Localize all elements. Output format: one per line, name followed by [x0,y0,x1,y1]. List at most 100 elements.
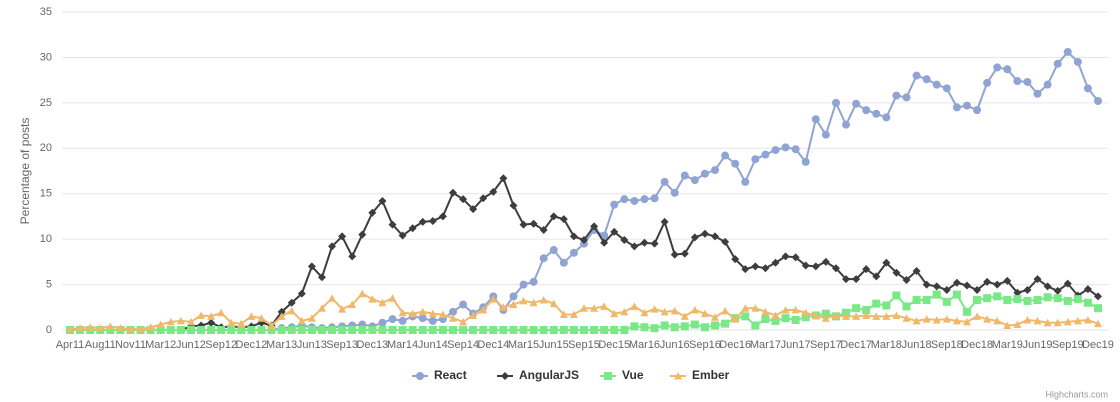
x-tick-label: Mar15 [508,339,539,351]
marker [106,322,115,330]
marker [489,295,498,303]
marker [771,311,780,319]
marker [821,314,830,322]
marker [1003,296,1012,305]
marker [328,326,337,334]
marker [781,314,790,323]
marker [448,314,457,322]
marker [660,321,669,330]
x-tick-label: Nov11 [115,339,146,351]
marker [983,294,992,303]
marker [247,326,256,334]
legend-symbol [604,372,612,380]
marker [670,323,679,332]
marker [1053,294,1062,303]
marker [932,282,941,291]
marker [680,312,689,320]
marker [428,316,437,325]
marker [408,224,417,233]
x-tick-label: Dec16 [719,339,751,351]
marker [106,326,115,334]
legend-symbol [674,372,682,380]
marker [207,312,216,320]
marker [711,313,720,321]
marker [509,326,518,334]
marker [952,290,961,299]
marker [973,296,982,305]
marker [1073,316,1082,325]
marker [842,312,851,320]
marker [892,311,901,319]
marker [448,326,457,334]
marker [932,80,941,89]
marker [751,321,760,330]
marker [751,304,760,312]
marker [418,326,427,334]
marker [418,217,427,226]
marker [186,317,195,326]
marker [741,312,750,321]
y-tick-label: 15 [40,188,52,200]
marker [459,195,468,204]
marker [761,307,770,316]
marker [660,307,669,316]
marker [993,292,1002,301]
marker [378,298,387,307]
marker [408,309,417,318]
marker [932,290,941,299]
marker [519,220,528,229]
marker [539,254,548,263]
x-tick-label: Dec12 [236,339,268,351]
marker [156,326,165,334]
marker [1013,320,1022,329]
marker [348,252,357,261]
marker [1033,316,1042,325]
marker [307,314,316,322]
y-tick-label: 5 [46,278,52,290]
marker [459,300,468,309]
marker [771,316,780,325]
marker [257,326,266,334]
marker [902,276,911,285]
marker [448,307,457,316]
marker [590,326,599,334]
marker [549,299,558,308]
legend-label: Vue [622,368,644,382]
marker [952,278,961,287]
marker [217,308,226,317]
x-tick-label: Sep14 [447,339,479,351]
marker [640,238,649,247]
marker [176,316,185,325]
marker [610,326,619,334]
marker [680,322,689,331]
marker [620,195,629,204]
marker [912,296,921,305]
marker [791,253,800,262]
marker [590,222,599,231]
marker [973,106,982,115]
marker [1094,292,1102,301]
marker [862,265,871,274]
x-tick-label: Jun15 [539,339,569,351]
marker [580,236,588,245]
marker [499,303,508,311]
marker [630,242,639,251]
marker [952,316,961,325]
marker [549,246,558,255]
marker [942,315,951,323]
marker [731,315,740,323]
marker [398,231,407,240]
x-tick-label: Dec13 [356,339,388,351]
marker [942,84,951,93]
marker [428,309,437,318]
marker [267,326,276,334]
marker [580,326,588,334]
legend-symbol [501,372,509,380]
marker [711,321,720,330]
marker [1063,279,1072,288]
marker [328,242,337,251]
marker [277,326,286,334]
marker [650,194,659,203]
marker [489,326,498,334]
marker [872,272,881,281]
